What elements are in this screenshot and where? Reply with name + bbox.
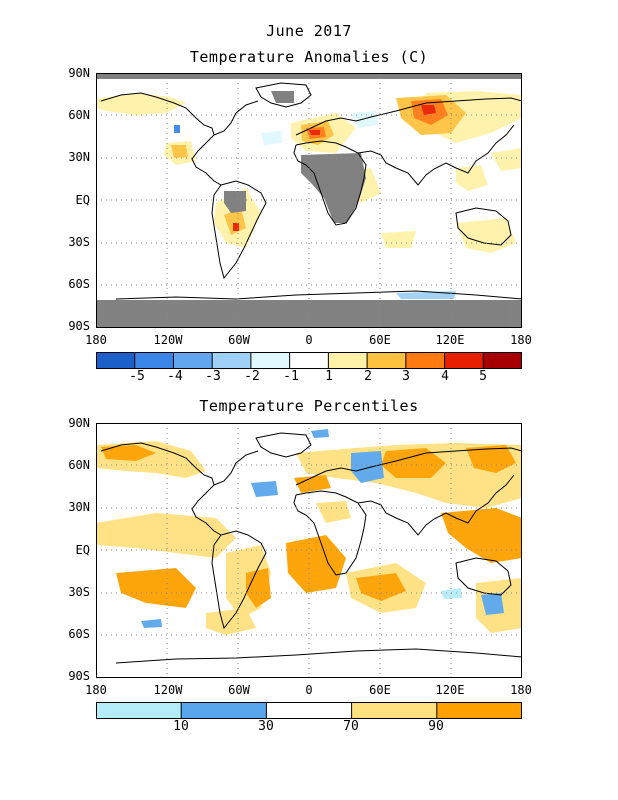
percentile-swatch: [266, 702, 353, 719]
top-lon-60e: 60E: [369, 333, 391, 347]
anomaly-colorbar-label: 1: [325, 369, 333, 384]
grid-lines: [96, 423, 522, 678]
anomaly-swatch: [483, 352, 522, 369]
anomaly-colorbar-label: -5: [129, 369, 145, 384]
anomaly-colorbar: [96, 352, 522, 369]
bottom-lat-90s: 90S: [68, 669, 90, 683]
anomaly-colorbar-label: -2: [244, 369, 260, 384]
anomaly-colorbar-label: 3: [402, 369, 410, 384]
map-title-anomalies: Temperature Anomalies (C): [189, 48, 429, 66]
bottom-lon-120e: 120E: [435, 683, 465, 697]
percentile-map: [96, 423, 522, 678]
bottom-lat-30n: 30N: [68, 500, 90, 514]
anomaly-colorbar-label: -4: [167, 369, 183, 384]
bottom-lon-180e: 180: [510, 683, 532, 697]
bottom-lat-60n: 60N: [68, 458, 90, 472]
top-lat-60s: 60S: [68, 277, 90, 291]
anomaly-swatch-border: [96, 352, 522, 369]
percentile-shading: [96, 429, 522, 635]
anomaly-swatch: [173, 352, 213, 369]
anomaly-colorbar-label: -3: [205, 369, 221, 384]
top-lon-180w: 180: [85, 333, 107, 347]
bottom-lon-60e: 60E: [369, 683, 391, 697]
percentile-swatch: [96, 702, 182, 719]
percentile-swatch: [181, 702, 267, 719]
top-lon-120w: 120W: [153, 333, 183, 347]
percentile-colorbar-label: 10: [173, 719, 189, 734]
bottom-lat-eq: EQ: [75, 543, 90, 557]
bottom-lat-30s: 30S: [68, 585, 90, 599]
top-lon-180e: 180: [510, 333, 532, 347]
top-lat-90s: 90S: [68, 319, 90, 333]
bottom-lat-60s: 60S: [68, 627, 90, 641]
percentile-swatch: [436, 702, 522, 719]
anomaly-swatch: [328, 352, 368, 369]
anomaly-swatch: [289, 352, 329, 369]
coastlines: [100, 82, 522, 300]
top-lon-60w: 60W: [228, 333, 250, 347]
percentile-colorbar-label: 90: [428, 719, 444, 734]
anomaly-swatch: [367, 352, 407, 369]
map-title-percentiles: Temperature Percentiles: [199, 397, 419, 415]
anomaly-swatch: [96, 352, 136, 369]
anomaly-colorbar-label: 5: [479, 369, 487, 384]
anomaly-colorbar-label: 4: [441, 369, 449, 384]
anomaly-swatch: [250, 352, 291, 369]
anomaly-colorbar-label: -1: [283, 369, 299, 384]
bottom-lon-180w: 180: [85, 683, 107, 697]
percentile-swatch-border: [96, 702, 522, 719]
anomaly-colorbar-label: 2: [364, 369, 372, 384]
bottom-lon-0: 0: [305, 683, 313, 697]
bottom-lon-120w: 120W: [153, 683, 183, 697]
coastlines: [100, 432, 522, 664]
bottom-lon-60w: 60W: [228, 683, 250, 697]
anomaly-swatch: [405, 352, 446, 369]
top-lat-30s: 30S: [68, 235, 90, 249]
top-lat-eq: EQ: [75, 193, 90, 207]
map-title-date: June 2017: [266, 22, 352, 40]
top-lon-0: 0: [305, 333, 313, 347]
anomaly-map: [96, 73, 522, 328]
grid-lines: [96, 73, 522, 328]
top-lat-30n: 30N: [68, 150, 90, 164]
top-lon-120e: 120E: [435, 333, 465, 347]
bottom-lat-90n: 90N: [68, 416, 90, 430]
top-lat-90n: 90N: [68, 66, 90, 80]
percentile-swatch: [351, 702, 438, 719]
percentile-colorbar: [96, 702, 522, 719]
anomaly-swatch: [444, 352, 484, 369]
anomaly-swatch: [212, 352, 252, 369]
top-lat-60n: 60N: [68, 108, 90, 122]
percentile-colorbar-label: 70: [343, 719, 359, 734]
percentile-colorbar-label: 30: [258, 719, 274, 734]
anomaly-swatch: [134, 352, 174, 369]
